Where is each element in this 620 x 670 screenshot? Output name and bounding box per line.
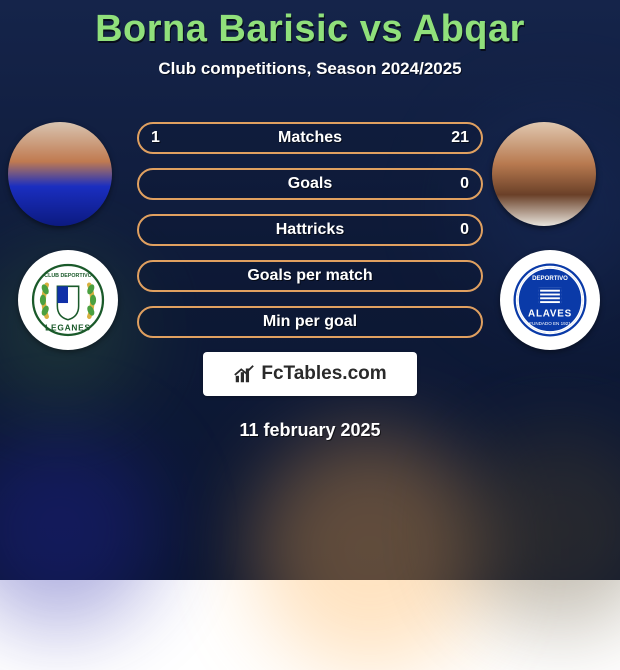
- svg-text:LEGANES: LEGANES: [45, 322, 91, 332]
- alaves-icon: DEPORTIVO ALAVES FUNDADO EN 1921: [512, 262, 588, 338]
- stat-row-min-per-goal: Min per goal: [137, 306, 483, 338]
- bar-chart-icon: [233, 363, 255, 385]
- stat-label: Hattricks: [276, 221, 344, 239]
- stat-row-hattricks: Hattricks 0: [137, 214, 483, 246]
- stat-row-goals-per-match: Goals per match: [137, 260, 483, 292]
- player-left-avatar-img: [8, 122, 112, 226]
- stat-right-value: 0: [460, 221, 469, 239]
- stat-row-goals: Goals 0: [137, 168, 483, 200]
- content: Borna Barisic vs Abqar Club competitions…: [0, 0, 620, 580]
- player-right-avatar: [492, 122, 596, 226]
- svg-text:CLUB DEPORTIVO: CLUB DEPORTIVO: [44, 273, 92, 279]
- stat-label: Min per goal: [263, 313, 357, 331]
- date-label: 11 february 2025: [0, 420, 620, 441]
- stat-label: Goals: [288, 175, 332, 193]
- page-title: Borna Barisic vs Abqar: [0, 0, 620, 51]
- page-subtitle: Club competitions, Season 2024/2025: [0, 59, 620, 79]
- stat-right-value: 0: [460, 175, 469, 193]
- stat-label: Goals per match: [247, 267, 372, 285]
- brand-label: FcTables.com: [261, 363, 386, 385]
- player-right-avatar-img: [492, 122, 596, 226]
- svg-text:FUNDADO EN 1921: FUNDADO EN 1921: [529, 321, 571, 326]
- svg-text:DEPORTIVO: DEPORTIVO: [532, 275, 568, 282]
- stat-left-value: 1: [151, 129, 160, 147]
- stats-container: 1 Matches 21 Goals 0 Hattricks 0 Goals p…: [137, 122, 483, 338]
- stat-label: Matches: [278, 129, 342, 147]
- club-left-badge: CLUB DEPORTIVO LEGANES: [18, 250, 118, 350]
- leganes-icon: CLUB DEPORTIVO LEGANES: [30, 262, 106, 338]
- player-left-avatar: [8, 122, 112, 226]
- svg-text:ALAVES: ALAVES: [528, 309, 572, 320]
- stat-row-matches: 1 Matches 21: [137, 122, 483, 154]
- stat-right-value: 21: [451, 129, 469, 147]
- fctables-brand[interactable]: FcTables.com: [203, 352, 417, 396]
- club-right-badge: DEPORTIVO ALAVES FUNDADO EN 1921: [500, 250, 600, 350]
